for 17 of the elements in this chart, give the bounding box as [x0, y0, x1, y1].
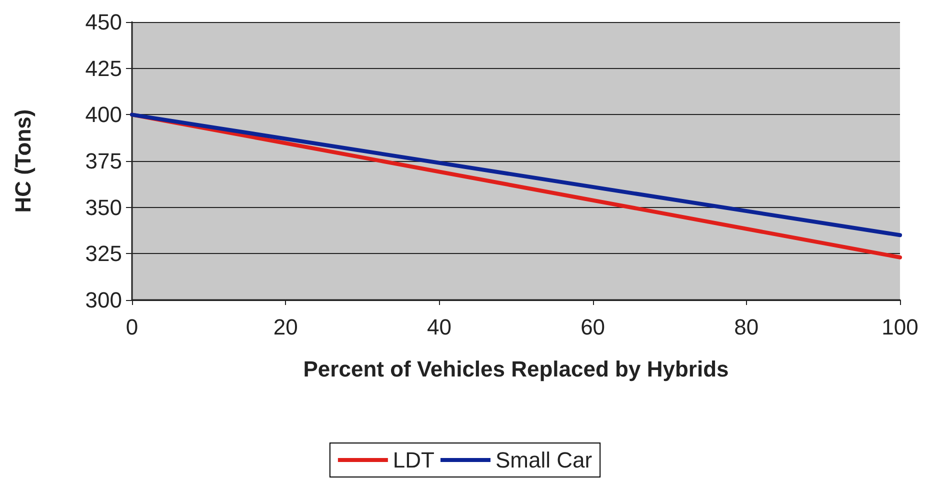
y-tick-label: 350 [85, 194, 122, 220]
x-tick-label: 20 [273, 314, 298, 340]
x-tick-label: 0 [126, 314, 138, 340]
x-tick-label: 40 [426, 314, 452, 340]
y-tick-label: 300 [85, 288, 122, 312]
x-tick-label: 60 [580, 314, 606, 340]
x-axis-title: Percent of Vehicles Replaced by Hybrids [303, 356, 729, 382]
y-tick-label: 450 [85, 10, 122, 34]
y-tick-label: 400 [85, 102, 122, 128]
y-tick-label: 375 [85, 148, 122, 174]
y-axis-title: HC (Tons) [10, 109, 36, 213]
y-tick-label: 325 [85, 241, 122, 266]
y-tick-label: 425 [85, 56, 122, 81]
legend-label: Small Car [495, 448, 592, 472]
x-tick-label: 100 [882, 314, 918, 340]
x-tick-label: 80 [734, 314, 759, 340]
legend-label: LDT [392, 448, 434, 472]
